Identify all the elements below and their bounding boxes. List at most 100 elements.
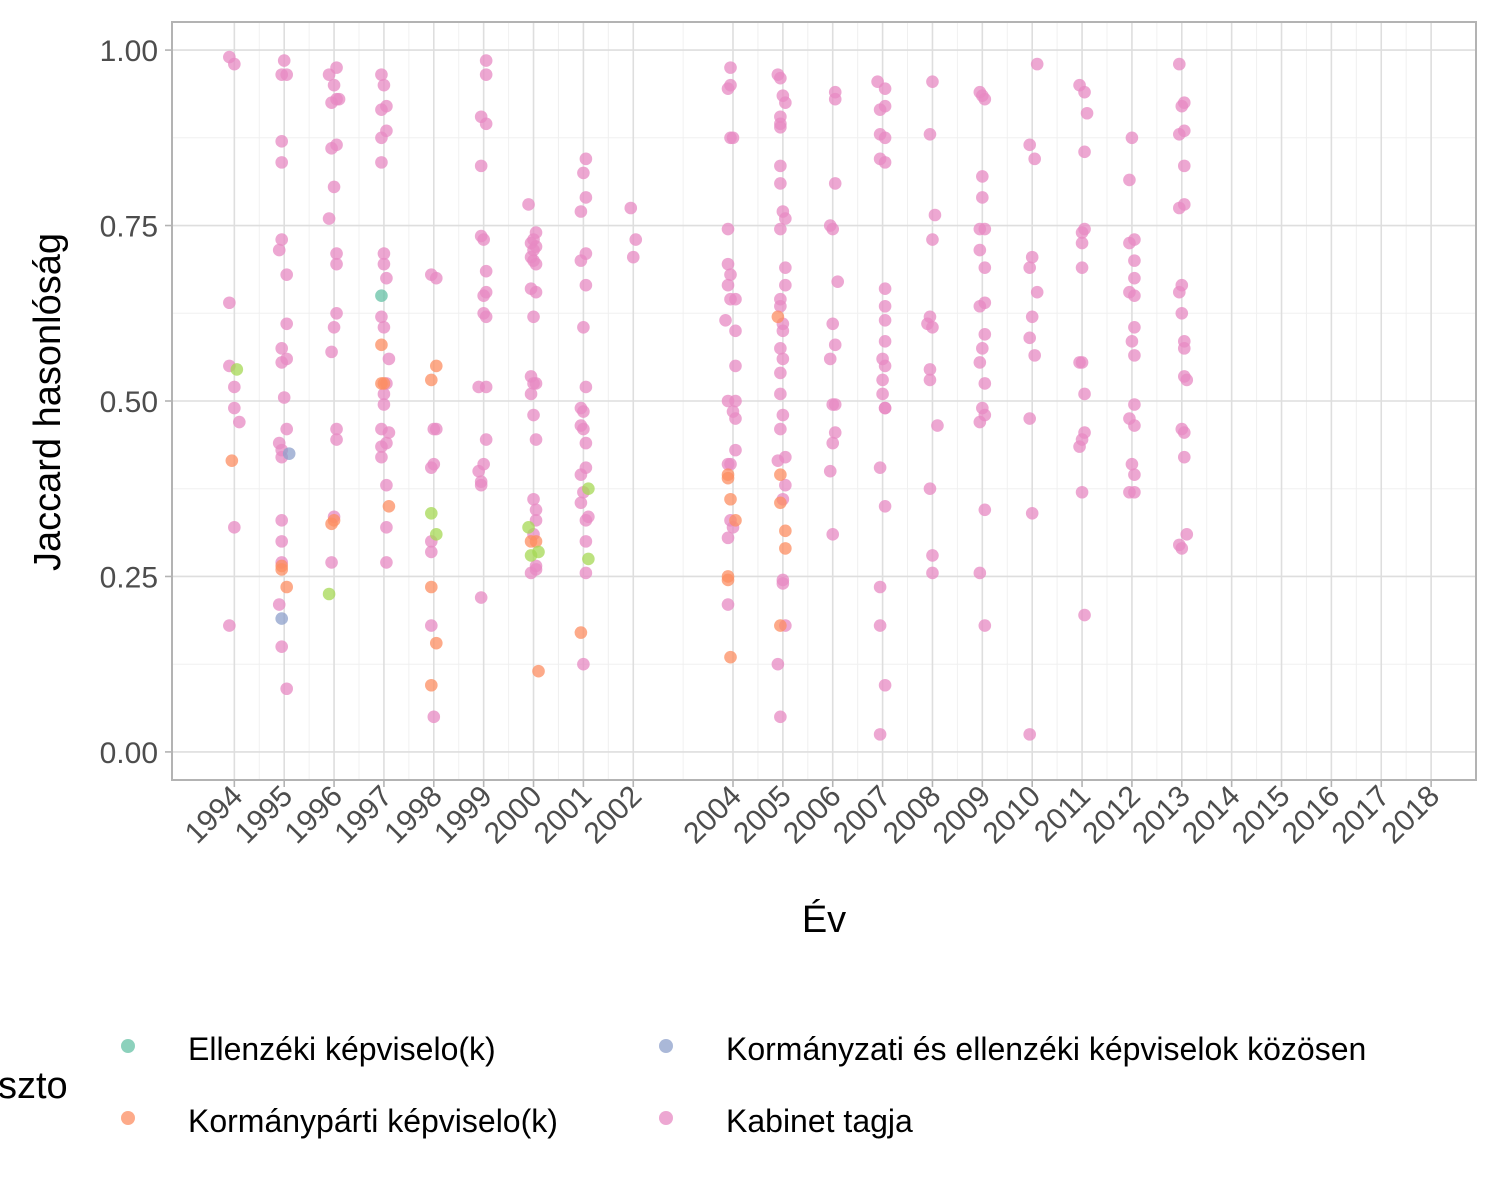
point-kormanyparti: [425, 678, 438, 692]
point-kabinet: [375, 450, 388, 464]
point-kabinet: [923, 482, 937, 496]
point-kabinet: [272, 243, 286, 257]
x-tick-label: 2015: [1226, 780, 1297, 851]
point-kabinet: [1123, 173, 1136, 187]
y-tick-label: 0.50: [100, 386, 158, 419]
point-kabinet: [228, 57, 241, 71]
point-kabinet: [724, 268, 737, 281]
point-kabinet: [928, 208, 942, 222]
x-tick-label: 2016: [1276, 780, 1347, 851]
point-kabinet: [429, 422, 443, 436]
point-kabinet: [1172, 285, 1186, 299]
point-kabinet: [923, 363, 937, 376]
point-kabinet: [330, 61, 343, 74]
point-kabinet: [1123, 236, 1136, 250]
point-kabinet: [976, 170, 989, 183]
point-kabinet: [721, 222, 735, 236]
x-tick-label: 2014: [1176, 780, 1247, 851]
point-kabinet: [978, 92, 992, 106]
point-kabinet: [425, 619, 438, 632]
point-kabinet: [1030, 57, 1044, 71]
point-kabinet: [375, 131, 388, 145]
point-kabinet: [1030, 285, 1044, 299]
point-kabinet: [1125, 457, 1139, 471]
point-kabinet: [779, 96, 792, 110]
x-tick-label: 2009: [927, 780, 998, 851]
point-kabinet: [574, 468, 588, 481]
point-kabinet: [272, 598, 286, 611]
point-kabinet: [878, 678, 892, 692]
point-kabinet: [382, 352, 396, 366]
point-kormanyparti: [225, 454, 239, 467]
point-kormanyparti: [377, 377, 391, 390]
x-tick-label: 2018: [1376, 780, 1447, 851]
point-kabinet: [380, 271, 393, 285]
point-kabinet: [377, 257, 391, 271]
point-kabinet: [375, 68, 388, 81]
point-kabinet: [527, 408, 540, 422]
point-kabinet: [280, 682, 293, 696]
point-kabinet: [878, 156, 892, 169]
point-kabinet: [926, 233, 939, 246]
point-kabinet: [477, 233, 490, 246]
point-kabinet: [577, 166, 590, 180]
point-kabinet: [878, 82, 892, 95]
point-kabinet: [579, 191, 593, 204]
point-kabinet: [332, 92, 346, 106]
point-kabinet: [1078, 387, 1091, 401]
point-kabinet: [978, 619, 992, 632]
point-green: [522, 521, 535, 534]
point-kabinet: [275, 135, 289, 148]
point-kabinet: [477, 289, 490, 303]
point-kabinet: [275, 640, 289, 653]
point-kabinet: [579, 278, 593, 292]
point-kabinet: [529, 433, 543, 446]
point-kabinet: [873, 619, 887, 632]
point-kabinet: [729, 292, 742, 306]
x-tick-label: 1998: [378, 780, 449, 851]
point-kabinet: [474, 591, 488, 604]
legend-key-kozos: [659, 1039, 673, 1053]
point-kabinet: [978, 503, 992, 517]
point-kabinet: [1123, 485, 1136, 499]
point-kormanyparti: [774, 496, 787, 510]
point-kabinet: [577, 422, 590, 436]
point-kabinet: [629, 233, 643, 246]
point-kormanyparti: [774, 468, 787, 481]
point-kabinet: [1023, 412, 1036, 425]
point-kabinet: [223, 296, 236, 310]
point-kabinet: [1128, 468, 1141, 481]
x-tick-label: 1999: [428, 780, 499, 851]
point-kabinet: [1025, 310, 1039, 324]
point-kabinet: [577, 405, 590, 418]
point-kabinet: [228, 401, 241, 415]
point-kabinet: [1080, 106, 1094, 120]
point-kabinet: [527, 310, 540, 324]
point-kabinet: [923, 127, 937, 141]
x-tick-label: 1996: [278, 780, 349, 851]
point-kabinet: [330, 433, 343, 446]
x-tick-label: 2012: [1076, 780, 1147, 851]
point-kabinet: [776, 408, 790, 422]
point-kabinet: [380, 521, 393, 534]
point-kabinet: [828, 426, 842, 439]
point-kormanyparti: [721, 573, 735, 587]
point-kabinet: [1172, 127, 1186, 141]
point-kabinet: [1128, 321, 1141, 334]
point-kabinet: [878, 359, 892, 373]
point-kabinet: [330, 422, 343, 436]
point-kabinet: [427, 710, 441, 724]
point-kabinet: [973, 415, 987, 429]
point-kabinet: [377, 398, 391, 411]
point-kabinet: [878, 335, 892, 348]
point-kabinet: [1128, 349, 1141, 362]
point-green: [532, 545, 545, 559]
y-tick-label: 0.00: [100, 737, 158, 770]
point-kabinet: [377, 321, 391, 334]
point-kabinet: [524, 387, 538, 401]
legend-key-kormanyparti: [121, 1111, 135, 1125]
point-kabinet: [873, 103, 887, 117]
point-kabinet: [522, 198, 535, 211]
point-kabinet: [976, 342, 989, 355]
